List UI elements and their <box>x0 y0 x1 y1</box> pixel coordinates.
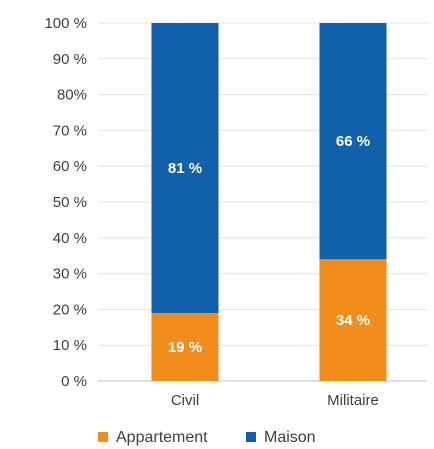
x-tick-label: Militaire <box>327 392 379 409</box>
legend-label-maison: Maison <box>264 429 316 446</box>
bar-appartement-militaire <box>319 259 387 381</box>
y-axis: 0 % 10 % 20 % 30 % 40 % 50 % 60 % 70 % 80% 90 % 10… <box>44 15 87 390</box>
y-tick-label: 100 % <box>44 15 87 32</box>
legend: Appartement Maison <box>98 429 316 446</box>
y-tick-label: 40 % <box>53 230 87 247</box>
legend-swatch-maison <box>246 432 256 442</box>
bar-maison-militaire <box>319 23 387 260</box>
bar-appartement-civil <box>151 312 219 381</box>
y-tick-label: 10 % <box>53 337 87 354</box>
y-tick-label: 30 % <box>53 266 87 283</box>
x-tick-label: Civil <box>171 392 199 409</box>
bars: 19 % 81 % 34 % 66 % <box>151 23 387 381</box>
bar-maison-civil <box>151 23 219 313</box>
y-tick-label: 50 % <box>53 194 87 211</box>
y-tick-label: 70 % <box>53 122 87 139</box>
y-tick-label: 20 % <box>53 301 87 318</box>
x-axis: Civil Militaire <box>171 392 379 409</box>
data-label: 66 % <box>336 133 370 150</box>
data-label: 34 % <box>336 312 370 329</box>
y-tick-label: 0 % <box>61 373 87 390</box>
y-tick-label: 60 % <box>53 158 87 175</box>
data-label: 19 % <box>168 339 202 356</box>
legend-label-appartement: Appartement <box>116 429 208 446</box>
data-label: 81 % <box>168 160 202 177</box>
y-tick-label: 90 % <box>53 51 87 68</box>
y-tick-label: 80% <box>57 87 87 104</box>
legend-swatch-appartement <box>98 432 108 442</box>
